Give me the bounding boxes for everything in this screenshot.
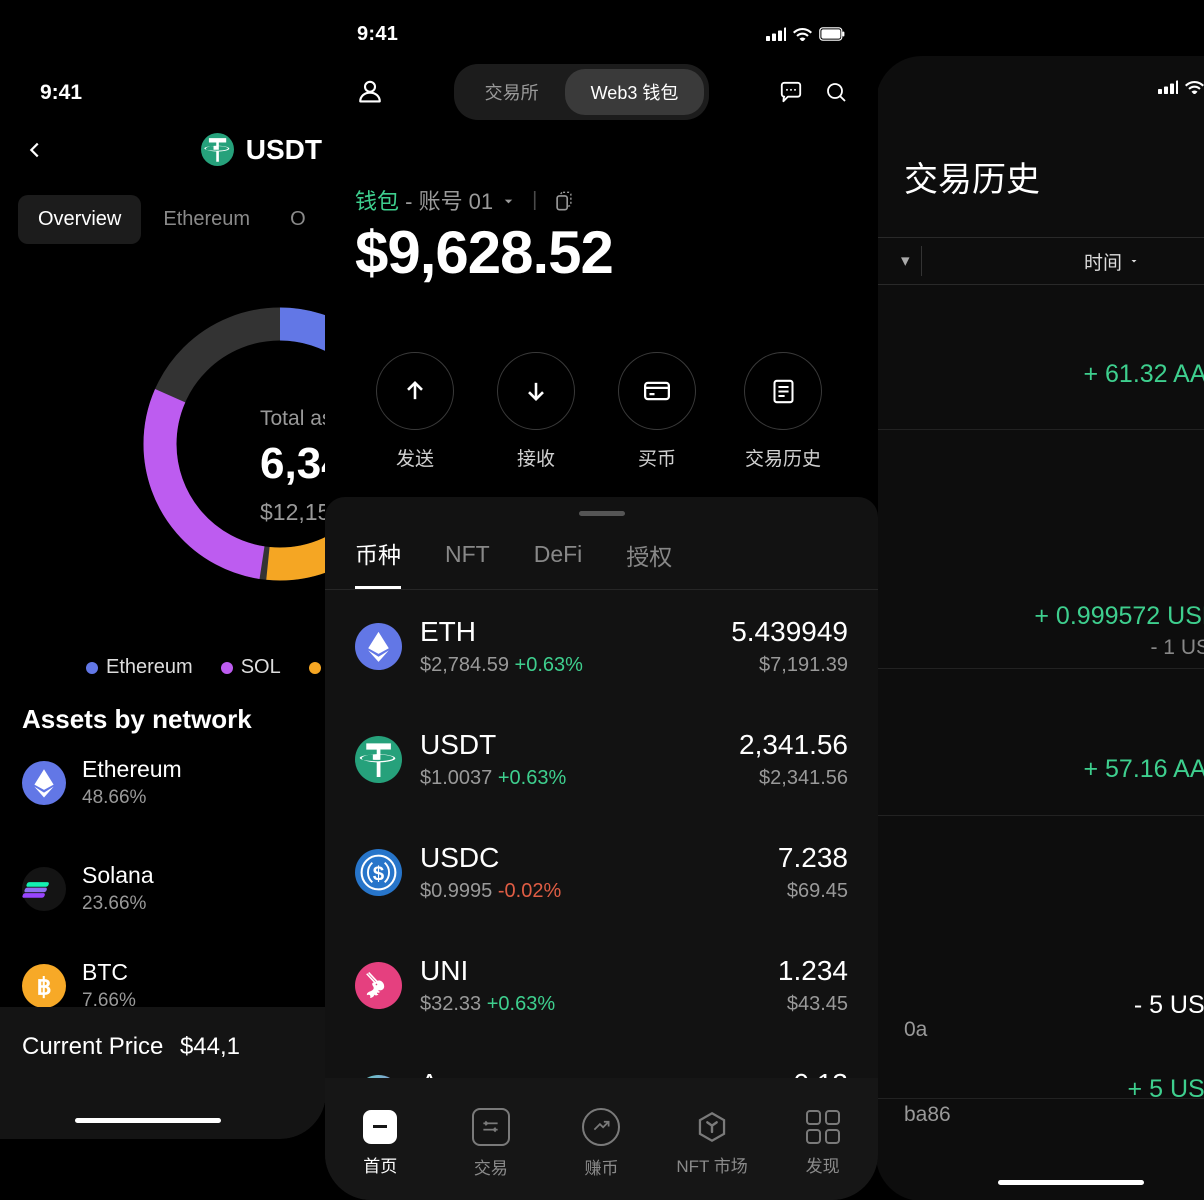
svg-text:฿: ฿ bbox=[37, 973, 52, 999]
svg-text:$: $ bbox=[373, 863, 385, 886]
